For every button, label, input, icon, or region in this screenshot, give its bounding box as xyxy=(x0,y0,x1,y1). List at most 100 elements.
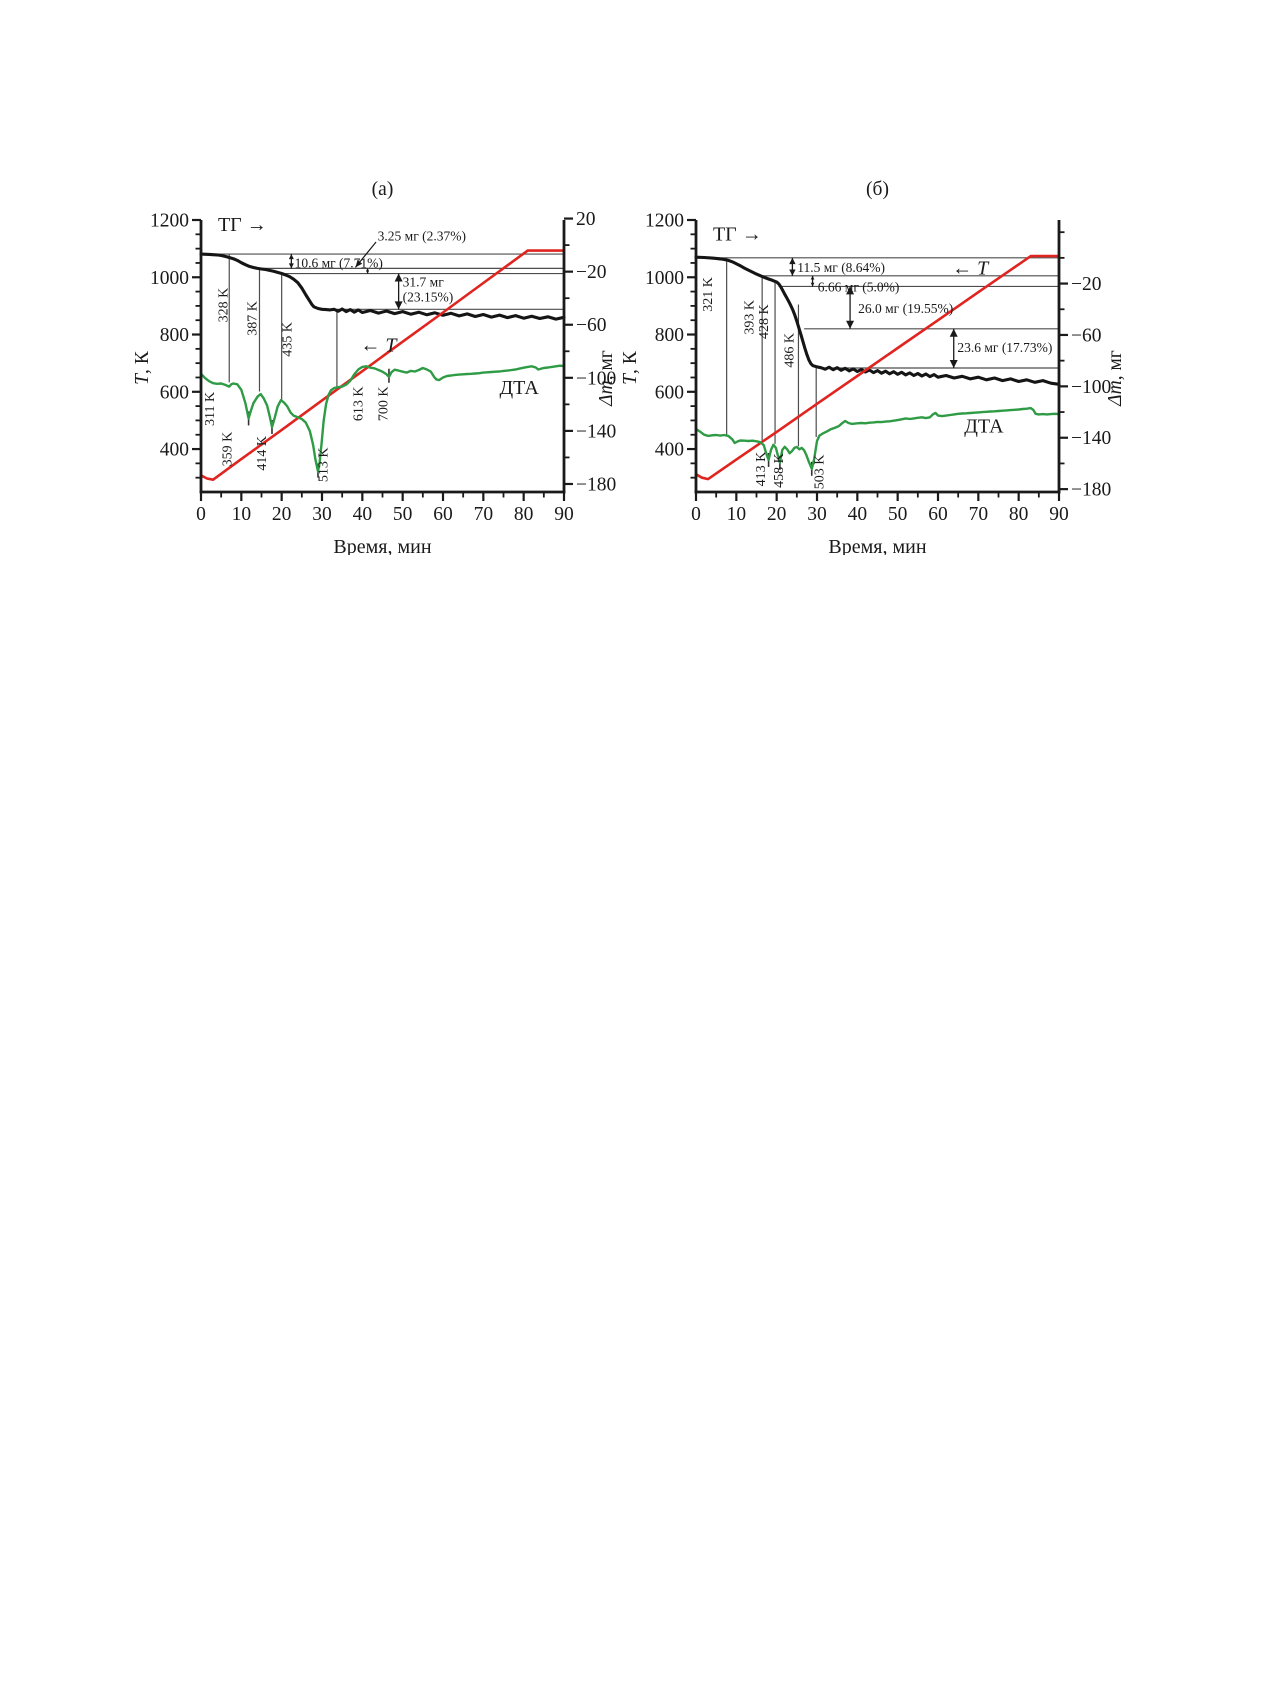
x-tick-label: 10 xyxy=(727,504,747,525)
left-tick-label: 1000 xyxy=(150,268,189,289)
x-tick-label: 20 xyxy=(767,504,787,525)
chart-title: (a) xyxy=(372,179,394,200)
mass-loss-label: 26.0 мг (19.55%) xyxy=(858,301,953,316)
x-axis-title: Время, мин xyxy=(828,536,926,555)
left-tick-label: 400 xyxy=(160,440,189,461)
x-tick-label: 60 xyxy=(433,504,453,525)
x-tick-label: 60 xyxy=(928,504,948,525)
curve-label: ← T xyxy=(952,258,990,280)
curve-label: ДТА xyxy=(964,416,1004,438)
chart-b-svg: 11.5 мг (8.64%) 6.66 мг (5.0%) 26.0 мг (19… xyxy=(620,179,1126,558)
arrowhead xyxy=(288,263,294,269)
x-tick-label: 50 xyxy=(393,504,413,525)
x-tick-label: 40 xyxy=(353,504,373,525)
arrowhead xyxy=(394,273,403,282)
mass-loss-label: 10.6 мг (7.71%) xyxy=(295,256,383,271)
mass-loss-label: 23.6 мг (17.73%) xyxy=(957,340,1052,355)
x-tick-label: 90 xyxy=(1049,504,1069,525)
curve-label: ← T xyxy=(360,334,398,356)
right-tick-label: −20 xyxy=(1071,274,1102,295)
temperature-label: 328 K xyxy=(217,288,232,323)
right-tick-label: −60 xyxy=(1071,325,1102,346)
left-tick-label: 1200 xyxy=(150,211,189,232)
temperature-label: 321 K xyxy=(701,277,716,312)
x-tick-label: 0 xyxy=(196,504,206,525)
x-tick-label: 30 xyxy=(807,504,827,525)
left-tick-label: 600 xyxy=(655,382,684,403)
right-tick-label: −140 xyxy=(1071,428,1111,449)
left-tick-label: 1000 xyxy=(645,268,684,289)
right-tick-label: −100 xyxy=(1071,377,1111,398)
x-tick-label: 70 xyxy=(474,504,494,525)
temperature-label: 414 K xyxy=(255,436,270,471)
temperature-label: 613 K xyxy=(351,387,366,422)
axes: 0 10 20 30 40 50 60 70 80 90 400 600 800 1000 1200 −20 −… xyxy=(645,211,1111,526)
arrowhead xyxy=(394,301,403,310)
temperature-label: 413 K xyxy=(754,452,769,487)
temperature-label: 387 K xyxy=(246,301,261,336)
mass-loss-label: 11.5 мг (8.64%) xyxy=(797,260,885,275)
dta-curve xyxy=(694,406,1061,470)
arrowhead xyxy=(949,328,958,337)
chart-title: (б) xyxy=(866,179,889,200)
temperature-label: 513 K xyxy=(317,447,332,482)
mass-loss-label: 3.25 мг (2.37%) xyxy=(378,228,466,243)
temperature-label: 486 K xyxy=(783,333,798,368)
right-tick-label: −20 xyxy=(576,262,607,283)
curve-label: ТГ → xyxy=(713,223,762,245)
mass-annotations: 10.6 мг (7.71%) 3.25 мг (2.37%) 31.7 мг(23… xyxy=(288,228,466,310)
arrowhead xyxy=(846,286,855,295)
temperature-label: 359 K xyxy=(221,432,236,467)
right-tick-label: −140 xyxy=(576,421,616,442)
reference-lines xyxy=(201,253,564,478)
temperature-label: 503 K xyxy=(812,455,827,490)
x-tick-label: 50 xyxy=(888,504,908,525)
temperature-label: 435 K xyxy=(280,322,295,357)
mass-loss-label: (23.15%) xyxy=(403,290,454,305)
mass-annotations: 11.5 мг (8.64%) 6.66 мг (5.0%) 26.0 мг (19… xyxy=(789,257,1052,369)
chart-a: 10.6 мг (7.71%) 3.25 мг (2.37%) 31.7 мг (23… xyxy=(130,155,642,560)
x-tick-label: 10 xyxy=(232,504,252,525)
left-tick-label: 600 xyxy=(160,382,189,403)
axes: 0 10 20 30 40 50 60 70 80 90 400 600 800 1000 1200 20 −2… xyxy=(150,209,616,525)
arrowhead xyxy=(366,270,370,274)
right-tick-label: −180 xyxy=(576,474,616,495)
dta-curve xyxy=(199,364,566,473)
right-tick-label: −100 xyxy=(576,368,616,389)
reference-lines xyxy=(696,257,1059,476)
temperature-curve xyxy=(694,254,1061,481)
left-tick-label: 800 xyxy=(160,325,189,346)
temperature-label: 311 K xyxy=(203,392,218,426)
temperature-label: 458 K xyxy=(772,453,787,488)
x-axis-title: Время, мин xyxy=(333,536,431,555)
x-tick-label: 30 xyxy=(312,504,332,525)
temperature-label: 700 K xyxy=(376,387,391,422)
arrowhead xyxy=(949,360,958,369)
arrowhead xyxy=(789,257,796,265)
arrowhead xyxy=(810,282,815,287)
temperature-label: 393 K xyxy=(743,300,758,335)
chart-a-svg: 10.6 мг (7.71%) 3.25 мг (2.37%) 31.7 мг(23… xyxy=(132,179,617,558)
x-tick-label: 80 xyxy=(514,504,534,525)
x-tick-label: 0 xyxy=(691,504,701,525)
tg-curve xyxy=(199,252,566,321)
arrowhead xyxy=(355,259,363,268)
curve-label: ДТА xyxy=(499,377,539,399)
x-tick-label: 70 xyxy=(969,504,989,525)
mass-loss-label: 31.7 мг xyxy=(403,274,445,289)
arrowhead xyxy=(846,320,855,329)
x-tick-label: 20 xyxy=(272,504,292,525)
left-axis-title: T, К xyxy=(620,350,641,385)
x-tick-label: 40 xyxy=(848,504,868,525)
x-tick-label: 90 xyxy=(554,504,574,525)
right-tick-label: −60 xyxy=(576,315,607,336)
right-tick-label: 20 xyxy=(576,209,596,230)
left-axis-title: T, К xyxy=(132,350,153,385)
right-tick-label: −180 xyxy=(1071,480,1111,501)
temperature-label: 428 K xyxy=(757,304,772,339)
right-axis-title: Δm, мг xyxy=(596,350,617,407)
arrowhead xyxy=(288,254,294,260)
tg-curve xyxy=(694,255,1061,386)
curve-label: ТГ → xyxy=(218,214,267,236)
left-tick-label: 1200 xyxy=(645,211,684,232)
